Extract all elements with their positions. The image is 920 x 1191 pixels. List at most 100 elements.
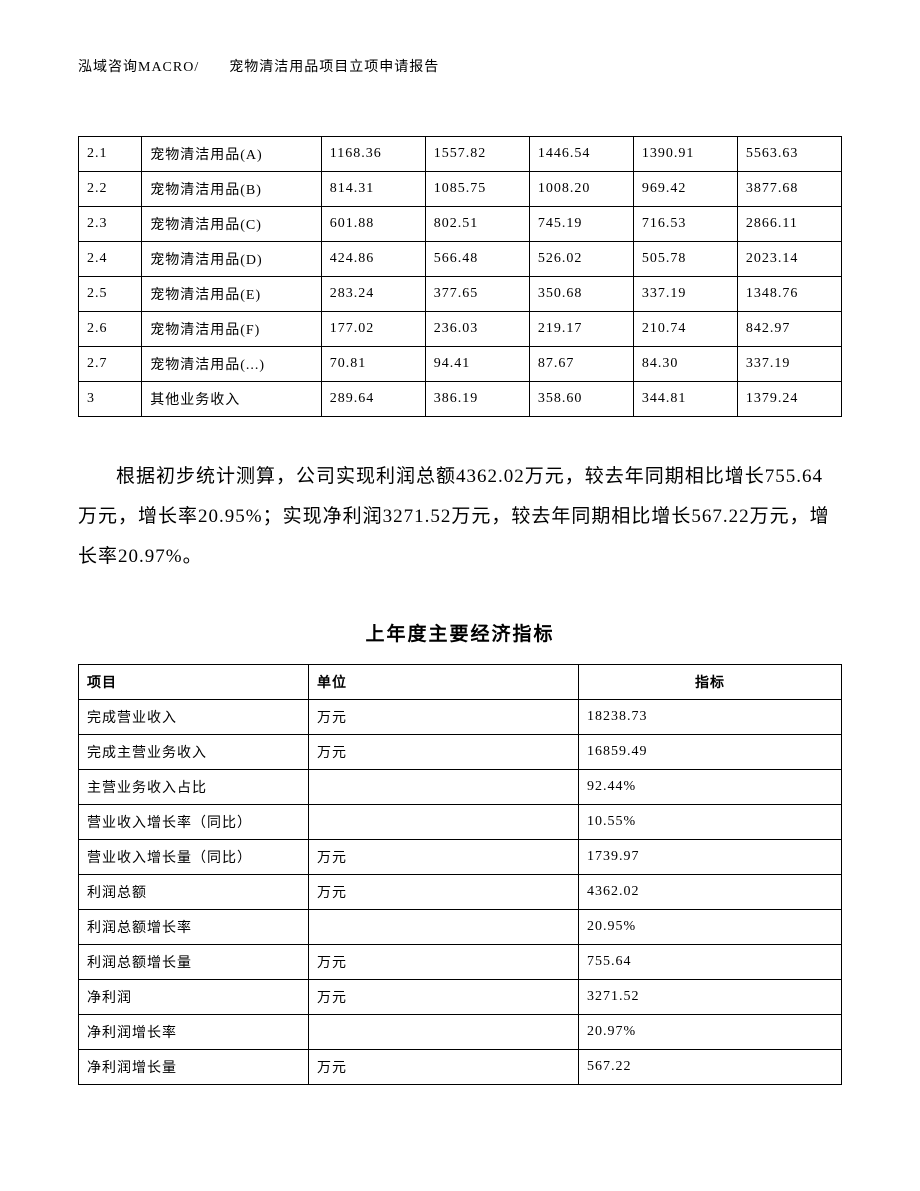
table-row: 净利润增长量万元567.22 [79, 1049, 842, 1084]
indicator-item: 营业收入增长率（同比） [79, 804, 309, 839]
products-table-body: 2.1宠物清洁用品(A)1168.361557.821446.541390.91… [79, 137, 842, 417]
table-row: 主营业务收入占比 92.44% [79, 769, 842, 804]
page-header: 泓域咨询MACRO/ 宠物清洁用品项目立项申请报告 [78, 56, 842, 76]
indicator-value: 1739.97 [579, 839, 842, 874]
products-table: 2.1宠物清洁用品(A)1168.361557.821446.541390.91… [78, 136, 842, 417]
table-row: 2.5宠物清洁用品(E)283.24377.65350.68337.191348… [79, 277, 842, 312]
value-cell: 358.60 [529, 382, 633, 417]
indicator-unit [309, 1014, 579, 1049]
value-cell: 1008.20 [529, 172, 633, 207]
row-index: 2.3 [79, 207, 142, 242]
value-cell: 2866.11 [737, 207, 841, 242]
indicators-header-value: 指标 [579, 664, 842, 699]
value-cell: 1557.82 [425, 137, 529, 172]
row-index: 2.7 [79, 347, 142, 382]
indicator-item: 净利润 [79, 979, 309, 1014]
indicator-unit: 万元 [309, 944, 579, 979]
indicator-item: 利润总额增长量 [79, 944, 309, 979]
value-cell: 1085.75 [425, 172, 529, 207]
indicator-unit: 万元 [309, 839, 579, 874]
value-cell: 802.51 [425, 207, 529, 242]
value-cell: 745.19 [529, 207, 633, 242]
indicator-unit [309, 804, 579, 839]
table-row: 营业收入增长量（同比）万元1739.97 [79, 839, 842, 874]
indicator-item: 营业收入增长量（同比） [79, 839, 309, 874]
value-cell: 337.19 [633, 277, 737, 312]
indicator-item: 净利润增长量 [79, 1049, 309, 1084]
value-cell: 177.02 [321, 312, 425, 347]
indicator-value: 755.64 [579, 944, 842, 979]
value-cell: 2023.14 [737, 242, 841, 277]
value-cell: 70.81 [321, 347, 425, 382]
table-row: 完成主营业务收入万元16859.49 [79, 734, 842, 769]
value-cell: 1446.54 [529, 137, 633, 172]
product-name: 宠物清洁用品(A) [142, 137, 322, 172]
indicator-value: 92.44% [579, 769, 842, 804]
indicator-item: 利润总额 [79, 874, 309, 909]
indicators-header-row: 项目 单位 指标 [79, 664, 842, 699]
product-name: 宠物清洁用品(F) [142, 312, 322, 347]
indicator-value: 4362.02 [579, 874, 842, 909]
product-name: 其他业务收入 [142, 382, 322, 417]
row-index: 3 [79, 382, 142, 417]
row-index: 2.2 [79, 172, 142, 207]
indicator-unit: 万元 [309, 699, 579, 734]
value-cell: 814.31 [321, 172, 425, 207]
indicator-unit: 万元 [309, 874, 579, 909]
value-cell: 283.24 [321, 277, 425, 312]
indicator-value: 18238.73 [579, 699, 842, 734]
indicator-item: 主营业务收入占比 [79, 769, 309, 804]
value-cell: 386.19 [425, 382, 529, 417]
value-cell: 969.42 [633, 172, 737, 207]
table-row: 净利润增长率20.97% [79, 1014, 842, 1049]
indicators-header-item: 项目 [79, 664, 309, 699]
value-cell: 5563.63 [737, 137, 841, 172]
indicators-header-unit: 单位 [309, 664, 579, 699]
table-row: 3其他业务收入289.64386.19358.60344.811379.24 [79, 382, 842, 417]
value-cell: 94.41 [425, 347, 529, 382]
indicator-unit [309, 769, 579, 804]
table-row: 利润总额增长量万元755.64 [79, 944, 842, 979]
product-name: 宠物清洁用品(...) [142, 347, 322, 382]
value-cell: 1168.36 [321, 137, 425, 172]
value-cell: 289.64 [321, 382, 425, 417]
indicators-table: 项目 单位 指标 完成营业收入万元18238.73完成主营业务收入万元16859… [78, 664, 842, 1085]
indicators-table-body: 完成营业收入万元18238.73完成主营业务收入万元16859.49主营业务收入… [79, 699, 842, 1084]
indicator-unit: 万元 [309, 1049, 579, 1084]
value-cell: 3877.68 [737, 172, 841, 207]
value-cell: 1390.91 [633, 137, 737, 172]
value-cell: 1348.76 [737, 277, 841, 312]
product-name: 宠物清洁用品(B) [142, 172, 322, 207]
indicator-unit: 万元 [309, 979, 579, 1014]
value-cell: 377.65 [425, 277, 529, 312]
indicator-item: 利润总额增长率 [79, 909, 309, 944]
value-cell: 84.30 [633, 347, 737, 382]
table-row: 完成营业收入万元18238.73 [79, 699, 842, 734]
indicator-value: 3271.52 [579, 979, 842, 1014]
value-cell: 566.48 [425, 242, 529, 277]
row-index: 2.6 [79, 312, 142, 347]
value-cell: 350.68 [529, 277, 633, 312]
value-cell: 716.53 [633, 207, 737, 242]
indicator-value: 16859.49 [579, 734, 842, 769]
value-cell: 601.88 [321, 207, 425, 242]
product-name: 宠物清洁用品(E) [142, 277, 322, 312]
value-cell: 344.81 [633, 382, 737, 417]
indicator-value: 20.95% [579, 909, 842, 944]
indicator-value: 20.97% [579, 1014, 842, 1049]
value-cell: 210.74 [633, 312, 737, 347]
value-cell: 526.02 [529, 242, 633, 277]
indicator-item: 完成营业收入 [79, 699, 309, 734]
table-row: 2.1宠物清洁用品(A)1168.361557.821446.541390.91… [79, 137, 842, 172]
value-cell: 236.03 [425, 312, 529, 347]
indicator-item: 完成主营业务收入 [79, 734, 309, 769]
row-index: 2.4 [79, 242, 142, 277]
product-name: 宠物清洁用品(D) [142, 242, 322, 277]
value-cell: 1379.24 [737, 382, 841, 417]
product-name: 宠物清洁用品(C) [142, 207, 322, 242]
table-row: 2.2宠物清洁用品(B)814.311085.751008.20969.4238… [79, 172, 842, 207]
indicator-unit: 万元 [309, 734, 579, 769]
table-row: 利润总额增长率 20.95% [79, 909, 842, 944]
table-row: 净利润万元3271.52 [79, 979, 842, 1014]
value-cell: 842.97 [737, 312, 841, 347]
